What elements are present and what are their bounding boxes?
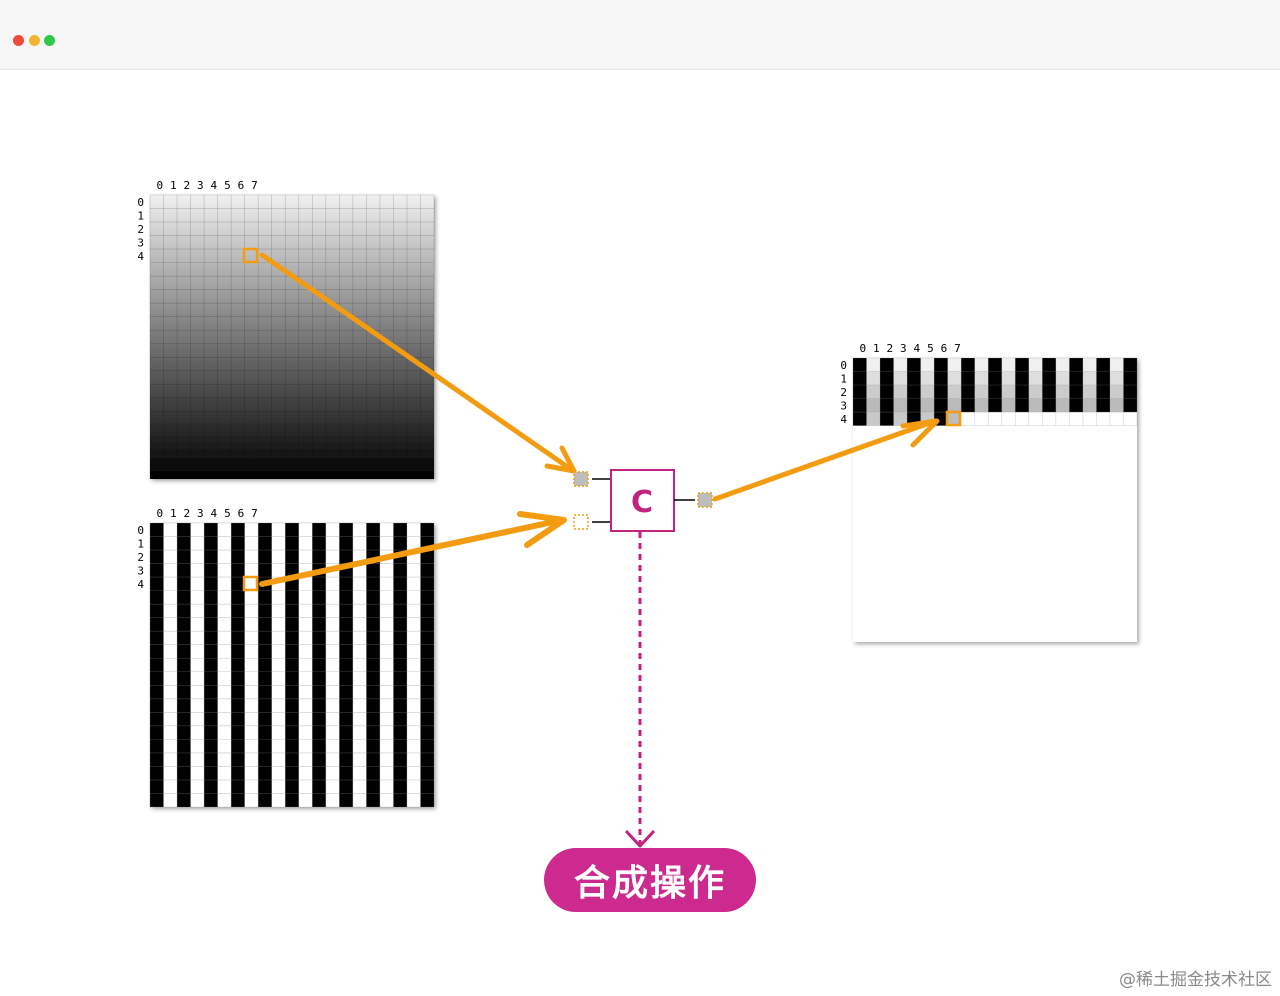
column-label: 4 [211, 179, 218, 192]
black-stripe [285, 523, 299, 807]
black-stripe [1096, 358, 1110, 413]
maximize-dot[interactable] [44, 35, 55, 46]
row-label: 3 [137, 565, 144, 578]
stripes-pixel-marker [242, 575, 259, 592]
gradient-image-fill [150, 195, 434, 479]
row-label: 0 [840, 359, 847, 372]
row-label: 0 [137, 196, 144, 209]
black-stripe [961, 358, 975, 413]
row-label: 1 [137, 210, 144, 223]
operation-dashed-arrow [624, 532, 656, 848]
black-stripe [1069, 358, 1083, 413]
column-label: 6 [941, 342, 948, 355]
black-stripe [988, 358, 1002, 413]
row-label: 4 [840, 413, 847, 426]
black-stripe [150, 523, 164, 807]
black-stripe [258, 523, 272, 807]
row-label: 1 [840, 373, 847, 386]
column-label: 3 [197, 179, 204, 192]
row-label: 2 [840, 386, 847, 399]
black-stripe [1015, 358, 1029, 413]
input-arrow-1 [259, 252, 577, 474]
column-label: 5 [224, 179, 231, 192]
black-stripe [420, 523, 434, 807]
column-label: 2 [886, 342, 893, 355]
column-label: 1 [873, 342, 880, 355]
input-pixel-gray [573, 471, 589, 487]
input-arrow-2 [259, 511, 567, 587]
row-label: 2 [137, 551, 144, 564]
column-label: 4 [211, 507, 218, 520]
black-stripe [853, 412, 867, 426]
column-label: 7 [251, 507, 258, 520]
column-label: 4 [914, 342, 921, 355]
black-stripe [339, 523, 353, 807]
black-stripe [934, 358, 948, 413]
close-dot[interactable] [13, 35, 24, 46]
row-label: 3 [840, 400, 847, 413]
row-label: 4 [137, 250, 144, 263]
window-title-bar [0, 0, 1280, 70]
black-stripe [907, 358, 921, 413]
black-stripe [204, 523, 218, 807]
column-label: 3 [900, 342, 907, 355]
row-label: 1 [137, 538, 144, 551]
gradient-pixel-marker [242, 247, 259, 264]
column-label: 1 [170, 507, 177, 520]
compositor-label: C [631, 485, 653, 520]
compositor-box [610, 469, 675, 532]
column-label: 2 [183, 507, 190, 520]
column-label: 6 [238, 507, 245, 520]
column-label: 0 [156, 179, 163, 192]
output-pixel-marker [945, 410, 962, 427]
black-stripe [1123, 358, 1137, 413]
column-label: 0 [156, 507, 163, 520]
row-label: 0 [137, 524, 144, 537]
column-label: 2 [183, 179, 190, 192]
black-stripe [312, 523, 326, 807]
row-label: 4 [137, 578, 144, 591]
black-stripe [1042, 358, 1056, 413]
column-label: 3 [197, 507, 204, 520]
black-stripe [880, 358, 894, 413]
column-label: 7 [251, 179, 258, 192]
black-stripe [366, 523, 380, 807]
black-stripe [231, 523, 245, 807]
stripes-image-stripes [150, 523, 434, 807]
column-label: 5 [927, 342, 934, 355]
black-stripe [853, 358, 867, 413]
column-label: 6 [238, 179, 245, 192]
output-image-stripes [853, 358, 1137, 426]
operation-pill: 合成操作 [544, 848, 756, 912]
input-pixel-white [573, 514, 589, 530]
row-label: 2 [137, 223, 144, 236]
gradient-image-grid [149, 194, 435, 480]
output-pixel-gray [697, 492, 713, 508]
column-label: 1 [170, 179, 177, 192]
output-arrow [712, 418, 940, 502]
column-label: 0 [859, 342, 866, 355]
black-stripe [393, 523, 407, 807]
column-label: 7 [954, 342, 961, 355]
operation-label: 合成操作 [573, 863, 726, 904]
watermark: @稀土掘金技术社区 [1119, 970, 1272, 990]
minimize-dot[interactable] [29, 35, 40, 46]
row-label: 3 [137, 237, 144, 250]
column-label: 5 [224, 507, 231, 520]
black-stripe [177, 523, 191, 807]
black-stripe [880, 412, 894, 426]
